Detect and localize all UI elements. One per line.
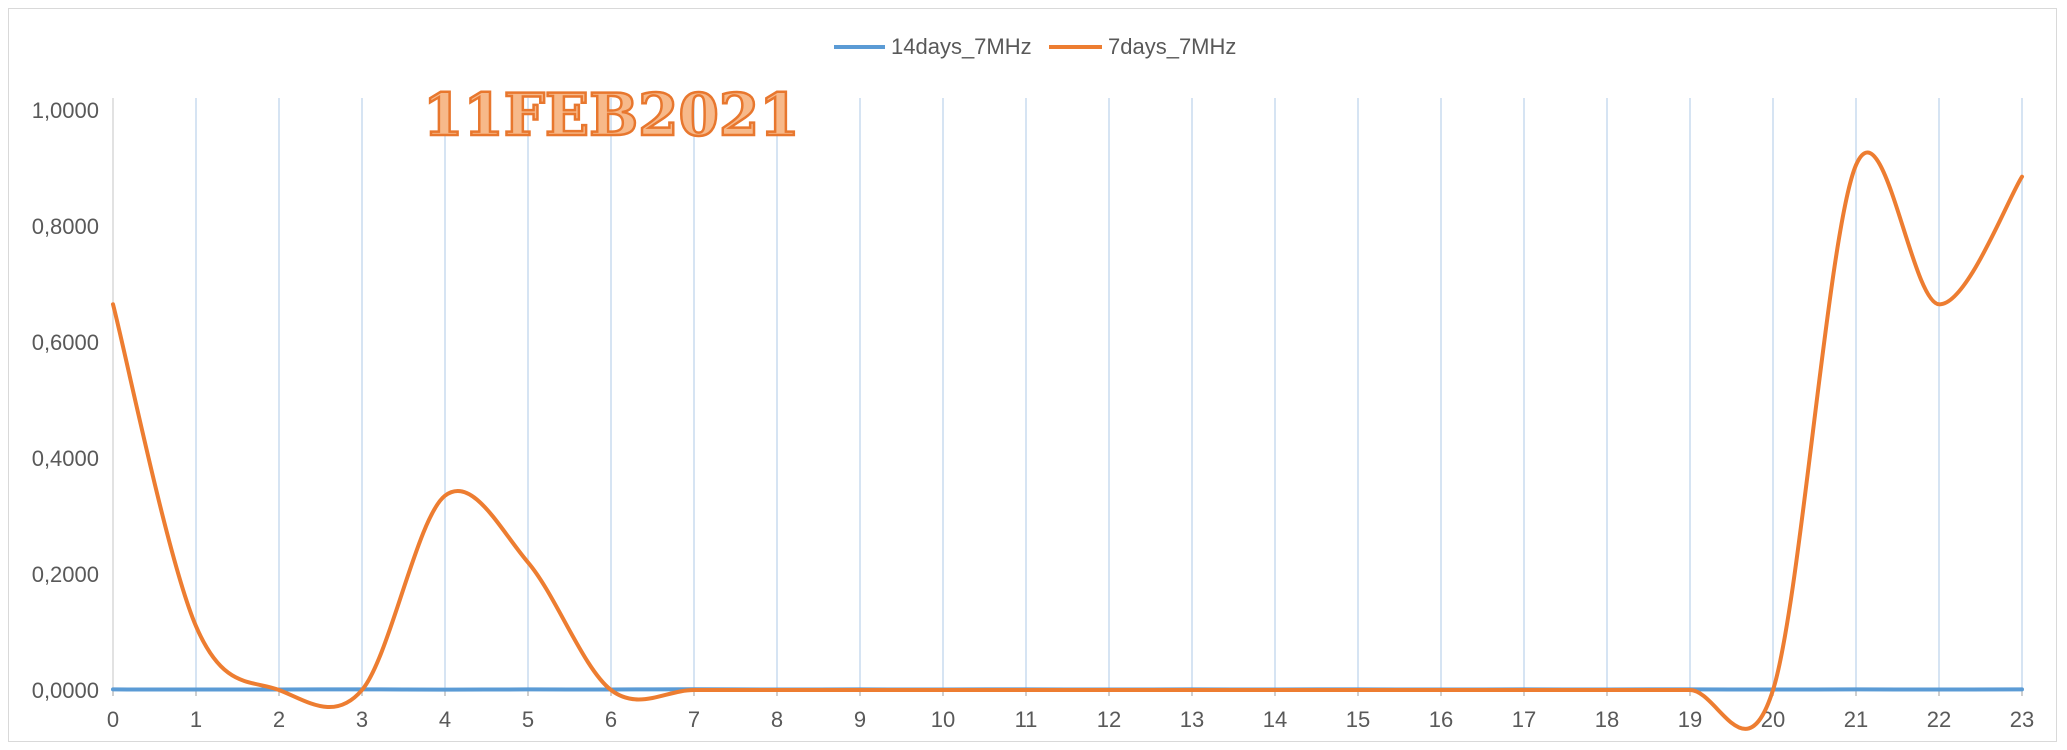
data-point — [526, 687, 530, 691]
y-tick-label: 0,8000 — [32, 214, 99, 239]
series-layer — [111, 150, 2024, 731]
x-tick-label: 4 — [439, 707, 451, 732]
series-line-7days — [111, 150, 2024, 731]
data-point — [111, 687, 115, 691]
data-point — [2020, 175, 2024, 179]
date-annotation: 11FEB2021 — [423, 81, 800, 149]
data-point — [1688, 688, 1692, 692]
x-tick-label: 2 — [273, 707, 285, 732]
legend: 14days_7MHz 7days_7MHz — [834, 34, 1236, 59]
y-tick-label: 0,0000 — [32, 678, 99, 703]
legend-label-7days: 7days_7MHz — [1108, 34, 1236, 59]
x-tick-label: 23 — [2010, 707, 2034, 732]
y-tick-label: 0,2000 — [32, 562, 99, 587]
x-tick-label: 3 — [356, 707, 368, 732]
x-tick-label: 6 — [605, 707, 617, 732]
y-tick-label: 1,0000 — [32, 98, 99, 123]
data-point — [1356, 688, 1360, 692]
x-tick-label: 9 — [854, 707, 866, 732]
data-point — [1190, 688, 1194, 692]
legend-label-14days: 14days_7MHz — [891, 34, 1032, 59]
data-point — [1024, 688, 1028, 692]
data-point — [2020, 687, 2024, 691]
x-tick-label: 8 — [771, 707, 783, 732]
x-tick-label: 0 — [107, 707, 119, 732]
line-chart: 14days_7MHz 7days_7MHz 0,0000 0,2000 0,400… — [32, 34, 2035, 732]
gridlines — [195, 98, 2023, 690]
x-axis: 0 1 2 3 4 5 6 7 8 9 10 11 12 13 14 15 16 17 18 19 20 21 22 23 — [107, 690, 2034, 732]
data-point — [775, 688, 779, 692]
data-point — [1439, 688, 1443, 692]
data-point — [277, 688, 281, 692]
data-point — [1605, 688, 1609, 692]
y-axis: 0,0000 0,2000 0,4000 0,6000 0,8000 1,0000 — [32, 98, 99, 703]
data-point — [1937, 687, 1941, 691]
x-tick-label: 18 — [1595, 707, 1619, 732]
data-point — [1854, 163, 1858, 167]
data-point — [1273, 688, 1277, 692]
data-point — [858, 688, 862, 692]
x-tick-label: 15 — [1346, 707, 1370, 732]
y-tick-label: 0,6000 — [32, 330, 99, 355]
x-tick-label: 14 — [1263, 707, 1287, 732]
x-tick-label: 10 — [931, 707, 955, 732]
data-point — [443, 494, 447, 498]
data-point — [194, 688, 198, 692]
chart-area: 14days_7MHz 7days_7MHz 0,0000 0,2000 0,400… — [8, 8, 2057, 742]
x-tick-label: 16 — [1429, 707, 1453, 732]
data-point — [1107, 688, 1111, 692]
data-point — [692, 688, 696, 692]
data-point — [194, 624, 198, 628]
x-tick-label: 19 — [1678, 707, 1702, 732]
data-point — [360, 688, 364, 692]
x-tick-label: 13 — [1180, 707, 1204, 732]
x-tick-label: 7 — [688, 707, 700, 732]
y-tick-label: 0,4000 — [32, 446, 99, 471]
data-point — [1854, 687, 1858, 691]
data-point — [609, 688, 613, 692]
data-point — [443, 688, 447, 692]
x-tick-label: 1 — [190, 707, 202, 732]
x-tick-label: 21 — [1844, 707, 1868, 732]
x-tick-label: 22 — [1927, 707, 1951, 732]
data-point — [1771, 688, 1775, 692]
data-point — [1937, 302, 1941, 306]
data-point — [111, 302, 115, 306]
x-tick-label: 17 — [1512, 707, 1536, 732]
data-point — [526, 560, 530, 564]
x-tick-label: 11 — [1015, 707, 1038, 732]
data-point — [1522, 688, 1526, 692]
x-tick-label: 5 — [522, 707, 534, 732]
x-tick-label: 12 — [1097, 707, 1121, 732]
data-point — [941, 688, 945, 692]
